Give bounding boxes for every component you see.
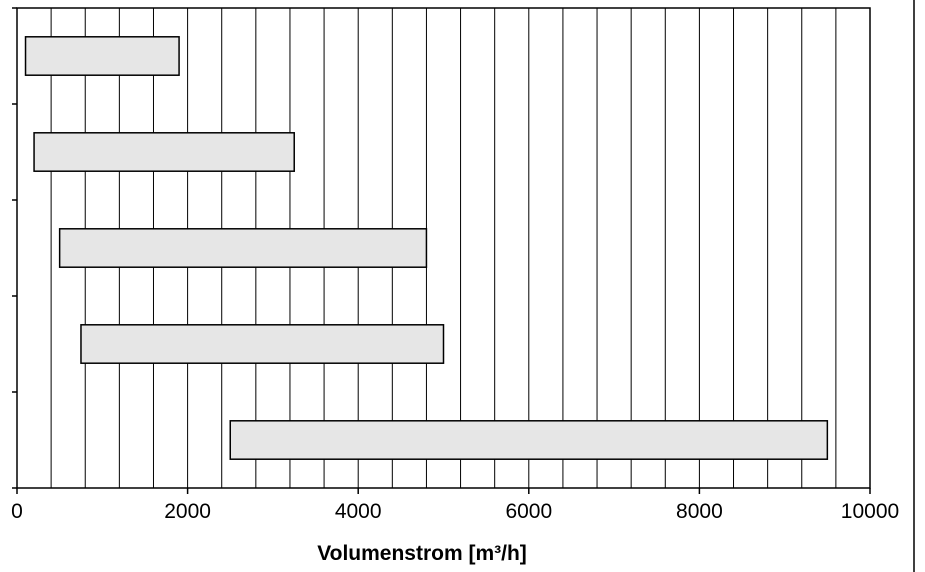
bars-layer [24,36,829,460]
x-tick-label: 10000 [841,500,899,523]
range-bar-5 [229,420,829,460]
range-bar-4 [80,324,445,364]
range-bar-3 [58,228,428,268]
x-tick-label: 2000 [164,500,211,523]
x-tick-label: 8000 [676,500,723,523]
range-bar-2 [33,132,295,172]
plot-frame [16,7,871,489]
range-bar-1 [24,36,180,76]
x-axis-title: Volumenstrom [m³/h] [317,542,527,565]
axes-layer [12,7,871,494]
grid-layer [50,8,837,488]
x-tick-label: 0 [11,500,23,523]
x-tick-label: 4000 [335,500,382,523]
labels-layer: 0 2000 4000 6000 8000 10000 [11,500,899,523]
x-tick-label: 6000 [505,500,552,523]
